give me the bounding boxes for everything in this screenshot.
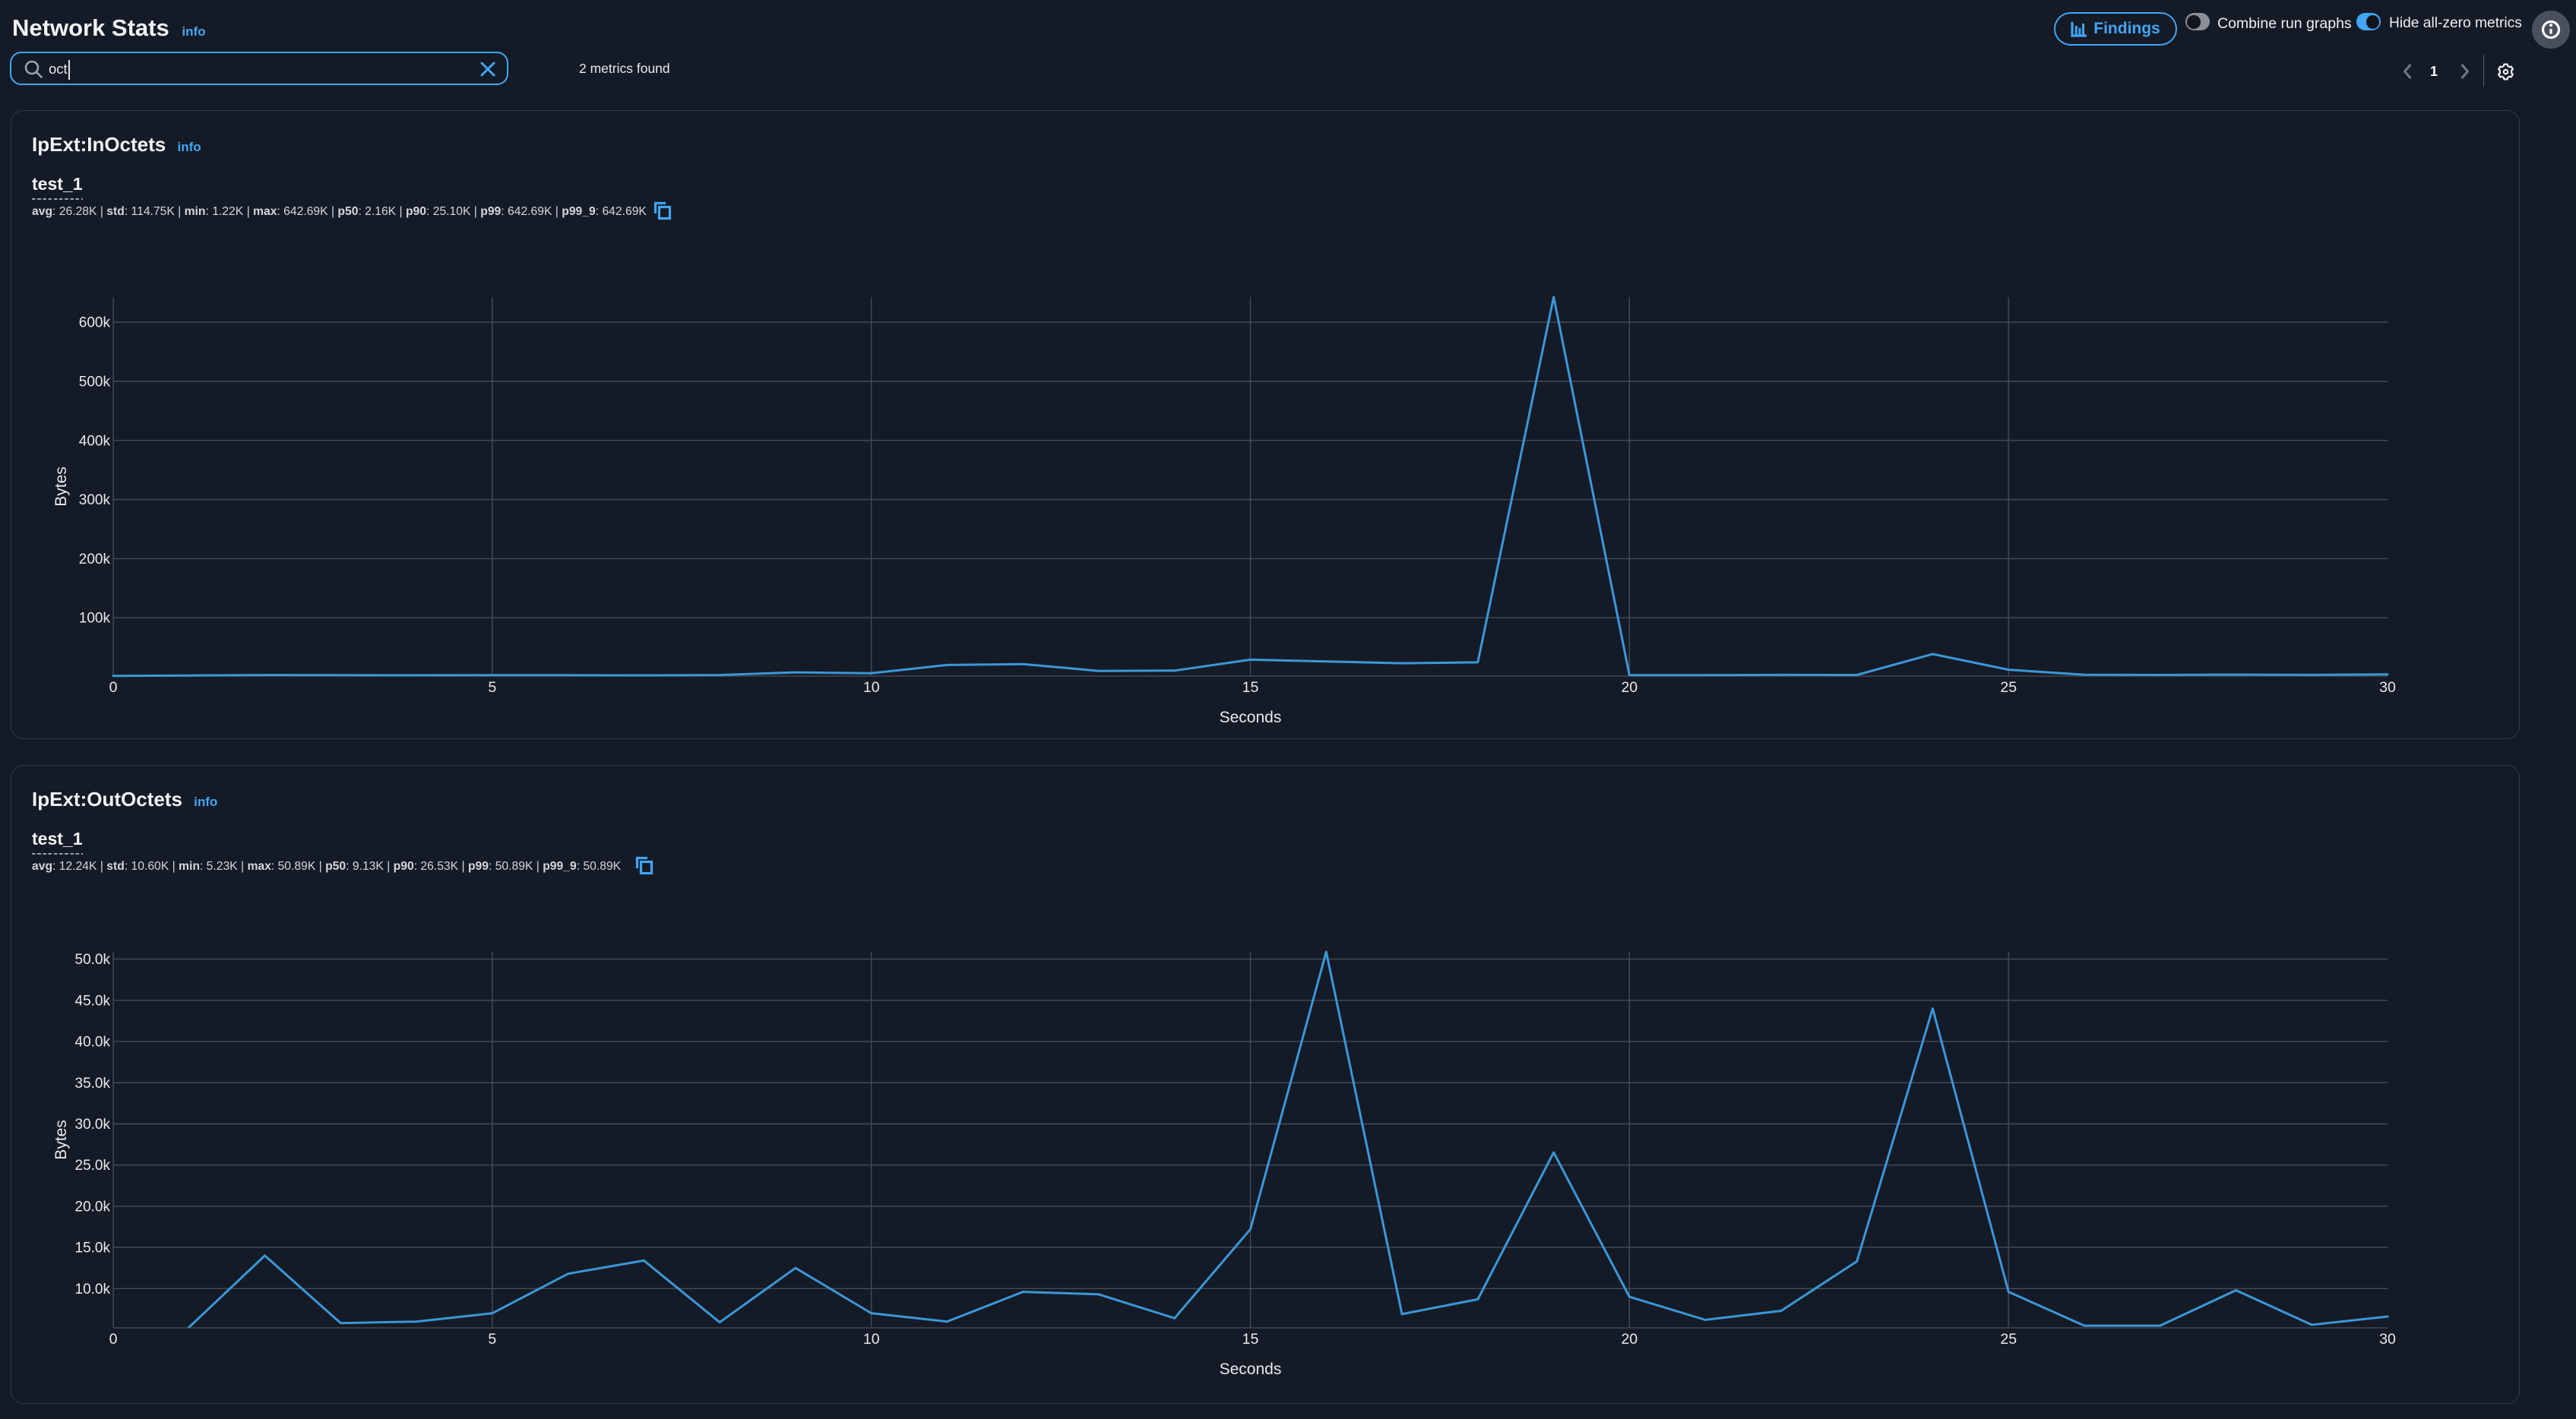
- svg-text:20.0k: 20.0k: [75, 1199, 111, 1215]
- svg-text:50.0k: 50.0k: [75, 952, 111, 968]
- svg-text:10: 10: [863, 1331, 880, 1348]
- svg-text:25.0k: 25.0k: [75, 1158, 111, 1174]
- svg-text:10.0k: 10.0k: [75, 1282, 111, 1297]
- svg-text:10: 10: [863, 679, 880, 696]
- svg-text:15.0k: 15.0k: [75, 1240, 111, 1256]
- svg-text:15: 15: [1242, 1331, 1259, 1348]
- svg-text:25: 25: [2000, 679, 2017, 696]
- svg-text:Bytes: Bytes: [52, 466, 70, 507]
- svg-text:300k: 300k: [79, 492, 111, 508]
- svg-text:35.0k: 35.0k: [75, 1076, 111, 1092]
- svg-text:30: 30: [2379, 679, 2396, 696]
- svg-text:45.0k: 45.0k: [75, 993, 111, 1009]
- svg-text:20: 20: [1621, 1331, 1638, 1348]
- svg-text:500k: 500k: [79, 375, 111, 390]
- svg-text:100k: 100k: [79, 611, 111, 627]
- svg-text:15: 15: [1242, 679, 1259, 696]
- svg-text:0: 0: [109, 679, 118, 696]
- svg-text:30: 30: [2379, 1331, 2396, 1348]
- svg-text:20: 20: [1621, 679, 1638, 696]
- svg-text:400k: 400k: [79, 433, 111, 449]
- svg-text:Seconds: Seconds: [1220, 709, 1282, 726]
- svg-text:30.0k: 30.0k: [75, 1117, 111, 1133]
- svg-text:0: 0: [109, 1331, 118, 1348]
- svg-text:200k: 200k: [79, 551, 111, 567]
- svg-text:5: 5: [488, 1331, 496, 1348]
- svg-text:5: 5: [488, 679, 496, 696]
- svg-text:Seconds: Seconds: [1220, 1361, 1282, 1378]
- svg-text:25: 25: [2000, 1331, 2017, 1348]
- svg-text:40.0k: 40.0k: [75, 1035, 111, 1051]
- svg-text:Bytes: Bytes: [52, 1120, 70, 1160]
- svg-text:600k: 600k: [79, 315, 111, 331]
